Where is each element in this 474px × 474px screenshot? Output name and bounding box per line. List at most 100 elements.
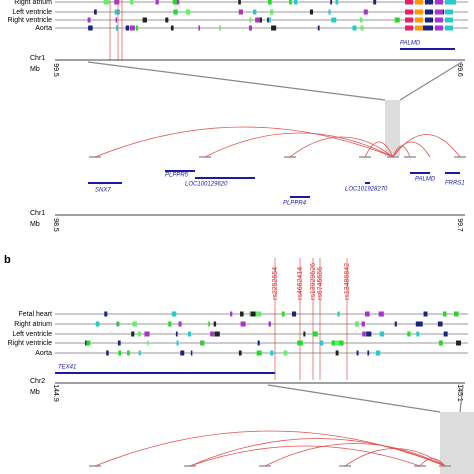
chromatin-block [114, 9, 120, 15]
gene-bar [400, 48, 455, 50]
interaction-arc [289, 136, 394, 158]
interaction-arc [264, 443, 446, 467]
axis-start: 144.9 [52, 384, 59, 402]
chromatin-block [360, 25, 364, 31]
chromatin-block [425, 25, 433, 31]
chromatin-block [165, 17, 169, 23]
chromatin-block [268, 321, 271, 327]
chromatin-block [422, 25, 427, 31]
chromatin-block [117, 321, 120, 327]
chromatin-block [173, 9, 178, 15]
chromatin-block [171, 311, 177, 317]
chromatin-block [355, 321, 359, 327]
chromatin-block [255, 311, 262, 317]
interaction-arc [94, 126, 394, 158]
chromatin-block [425, 9, 433, 15]
chromatin-block [407, 331, 411, 337]
chromatin-block [250, 311, 256, 317]
chromatin-block [438, 340, 443, 346]
axis-end: 99.7 [456, 218, 463, 232]
chromatin-block [423, 311, 428, 317]
chromatin-block [248, 25, 252, 31]
chromatin-block [445, 17, 453, 23]
gene-bar [290, 196, 310, 198]
chromatin-block [213, 321, 217, 327]
gene-bar [88, 182, 122, 184]
gene-bar [55, 372, 275, 374]
chromatin-block [335, 340, 341, 346]
chromatin-block [132, 321, 137, 327]
chromatin-block [249, 17, 252, 23]
chromatin-block [176, 0, 180, 5]
chromatin-block [454, 311, 459, 317]
chromatin-block [331, 17, 337, 23]
chromatin-block [208, 321, 210, 327]
chromatin-block [176, 340, 179, 346]
chromatin-block [415, 17, 423, 23]
chromatin-block [289, 0, 292, 5]
chromatin-block [435, 9, 443, 15]
interaction-arc [392, 134, 461, 158]
chromatin-block [144, 331, 150, 337]
gene-bar [365, 182, 370, 184]
chromatin-block [375, 350, 381, 356]
chromatin-block [114, 0, 120, 5]
chromatin-block [255, 17, 261, 23]
chromatin-block [257, 340, 260, 346]
chromatin-block [198, 25, 201, 31]
chromatin-block [297, 340, 303, 346]
chromatin-block [415, 321, 422, 327]
chromatin-block [138, 350, 141, 356]
line [267, 384, 441, 413]
chromatin-block [394, 321, 397, 327]
axis-unit: Mb [30, 389, 40, 396]
chromatin-block [267, 0, 272, 5]
chromatin-block [190, 350, 193, 356]
chromatin-block [259, 17, 262, 23]
chromatin-block [405, 0, 413, 5]
axis-unit: Mb [30, 221, 40, 228]
chromatin-block [238, 0, 241, 5]
chromatin-block [362, 331, 366, 337]
axis-start: 99.5 [52, 63, 59, 77]
chromatin-block [170, 25, 174, 31]
chromatin-block [415, 0, 423, 5]
chromatin-block [269, 9, 274, 15]
chromatin-block [445, 25, 453, 31]
chromatin-block [86, 340, 91, 346]
axis-end: 145.1 [456, 384, 463, 402]
chromatin-block [187, 331, 191, 337]
chromatin-block [131, 331, 135, 337]
chromatin-block [238, 9, 243, 15]
track-label: Left ventricle [12, 9, 52, 16]
chromatin-block [127, 350, 130, 356]
chromatin-block [335, 0, 339, 5]
chromatin-block [230, 311, 233, 317]
gene-label: PLPPR4 [283, 201, 307, 207]
chromatin-block [366, 331, 372, 337]
chromatin-block [103, 0, 109, 5]
axis-end: 99.6 [456, 63, 463, 77]
track-label: Right atrium [14, 321, 52, 328]
chromatin-block [309, 9, 314, 15]
chromatin-block [452, 0, 456, 5]
track-label: Left ventricle [12, 331, 52, 338]
interaction-arc [364, 141, 394, 158]
zoom-box [385, 100, 400, 156]
interaction-arc [189, 438, 446, 467]
chromatin-block [445, 0, 453, 5]
chromatin-block [155, 0, 159, 5]
chromatin-block [378, 311, 384, 317]
chromatin-block [330, 0, 333, 5]
chromatin-block [335, 350, 339, 356]
zoom-box [440, 412, 474, 474]
chromatin-block [320, 340, 324, 346]
chromatin-block [420, 321, 423, 327]
chromatin-block [135, 25, 139, 31]
axis-chrom: Chr1 [30, 210, 45, 217]
chromatin-block [328, 9, 331, 15]
chromatin-block [425, 17, 433, 23]
chromatin-block [367, 350, 370, 356]
gene-label: TEX41 [58, 365, 76, 371]
chromatin-block [125, 25, 130, 31]
